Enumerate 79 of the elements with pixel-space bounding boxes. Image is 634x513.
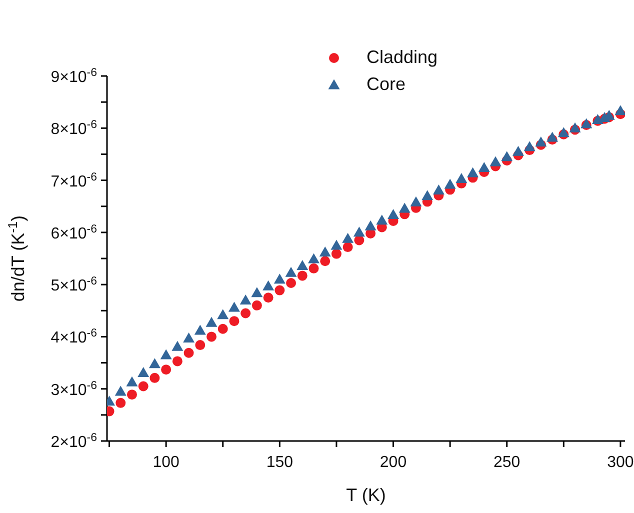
point: [297, 270, 308, 281]
point: [263, 292, 274, 303]
point: [206, 316, 218, 327]
point: [138, 381, 148, 392]
point: [353, 226, 365, 237]
point: [184, 348, 194, 358]
point: [126, 390, 137, 400]
point: [398, 202, 410, 213]
point: [342, 242, 353, 252]
x-tick-label: 300: [607, 454, 634, 471]
y-tick-label: 6×10$^{-6}$: [50, 223, 97, 242]
point: [148, 358, 160, 368]
point: [501, 151, 513, 162]
point: [114, 386, 126, 396]
point: [467, 167, 479, 178]
point: [410, 196, 422, 206]
point: [252, 300, 262, 310]
point: [160, 349, 172, 360]
point: [432, 184, 444, 194]
point: [331, 248, 342, 259]
y-tick-label: 4×10$^{-6}$: [50, 328, 97, 347]
point: [342, 232, 354, 243]
point: [274, 285, 285, 296]
point: [354, 235, 364, 246]
point: [535, 136, 547, 146]
point: [524, 141, 536, 152]
point: [478, 162, 490, 172]
y-tick-label: 8×10$^{-6}$: [50, 119, 97, 138]
point: [296, 260, 308, 270]
point: [217, 309, 229, 320]
point: [490, 156, 502, 166]
point: [274, 274, 286, 284]
point: [116, 398, 126, 408]
point: [422, 190, 434, 200]
point: [251, 287, 263, 298]
point: [262, 280, 274, 290]
point: [194, 324, 206, 335]
point: [240, 308, 251, 318]
y-tick-label: 2×10$^{-6}$: [50, 432, 97, 451]
point: [456, 172, 468, 183]
point: [330, 240, 342, 250]
point: [569, 122, 581, 132]
point: [240, 294, 252, 304]
point: [126, 376, 138, 386]
point: [376, 214, 388, 225]
x-tick-label: 100: [152, 454, 180, 471]
point: [218, 324, 228, 334]
point: [388, 208, 400, 219]
y-tick-label: 3×10$^{-6}$: [50, 380, 97, 399]
point: [206, 332, 217, 342]
point: [285, 266, 297, 277]
point: [364, 220, 376, 230]
legend-label: Cladding: [366, 47, 438, 68]
point: [444, 178, 456, 189]
x-axis-title: T (K): [346, 485, 386, 505]
point: [512, 146, 524, 156]
x-tick-label: 250: [494, 454, 520, 471]
x-tick-label: 200: [380, 454, 407, 471]
point: [308, 253, 320, 264]
y-tick-label: 7×10$^{-6}$: [50, 171, 97, 190]
point: [150, 372, 160, 383]
point: [308, 263, 319, 274]
legend-label: Core: [366, 74, 406, 95]
x-tick-label: 150: [266, 454, 294, 471]
point: [546, 132, 558, 142]
point: [195, 340, 206, 350]
point: [228, 302, 240, 312]
point: [614, 105, 625, 116]
point: [172, 356, 182, 366]
point: [138, 366, 150, 377]
point: [320, 256, 330, 266]
y-tick-label: 5×10$^{-6}$: [50, 276, 97, 295]
point: [183, 332, 195, 343]
point: [172, 340, 184, 351]
point: [161, 364, 172, 375]
point: [286, 278, 296, 288]
point: [319, 246, 331, 256]
point: [229, 316, 240, 326]
y-tick-label: 9×10$^{-6}$: [50, 67, 97, 86]
